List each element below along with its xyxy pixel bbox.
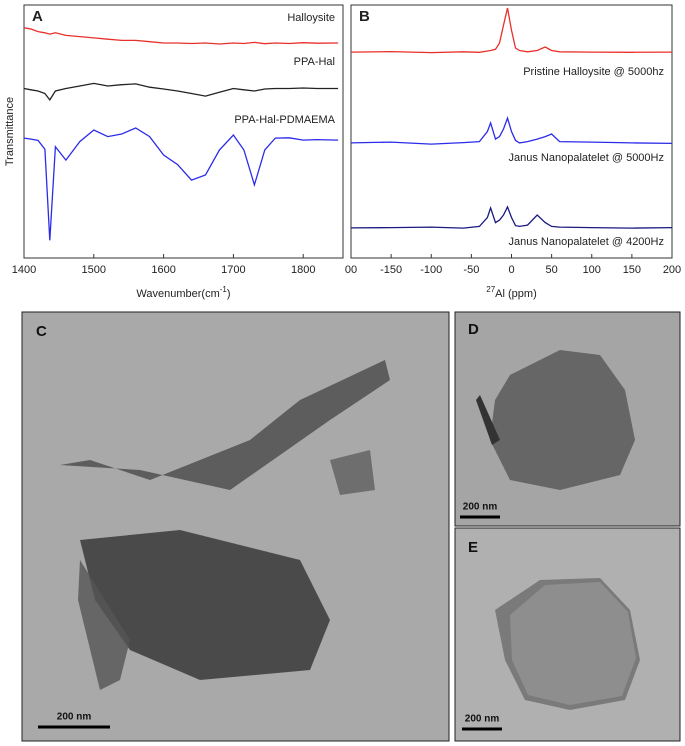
series-label: Pristine Halloysite @ 5000hz <box>523 66 664 78</box>
particle <box>60 360 390 490</box>
x-axis-label-part: -1 <box>220 285 228 294</box>
scale-bar-label: 200 nm <box>463 502 498 513</box>
x-axis-label-part: Wavenumber(cm <box>136 288 219 300</box>
x-tick-label: 100 <box>583 264 601 276</box>
x-tick-label: 150 <box>623 264 641 276</box>
spectrum-line <box>350 205 673 229</box>
particle <box>476 395 500 445</box>
x-axis-label-part: Al (ppm) <box>495 288 537 300</box>
spectrum-line <box>350 116 673 145</box>
panel-label: B <box>359 8 370 25</box>
spectrum-line <box>23 27 339 45</box>
spectrum-line <box>350 7 673 54</box>
x-tick-label: 200 <box>663 264 681 276</box>
scale-bar-label: 200 nm <box>57 712 92 723</box>
panel-label: E <box>468 539 478 556</box>
panel-label: D <box>468 321 479 338</box>
x-tick-label: -150 <box>380 264 402 276</box>
particle <box>80 530 330 680</box>
y-axis-label: Transmittance <box>4 97 16 166</box>
series-label: PPA-Hal-PDMAEMA <box>234 114 335 126</box>
x-tick-label: 1600 <box>151 264 175 276</box>
particle <box>78 560 130 690</box>
x-axis-label: 27Al (ppm) <box>486 285 536 300</box>
series-label: Halloysite <box>287 12 335 24</box>
spectrum-line <box>23 82 339 102</box>
tem-panel-e: E 200 nm <box>454 527 681 742</box>
series-label: Janus Nanopalatelet @ 4200Hz <box>509 236 665 248</box>
x-tick-label: -100 <box>420 264 442 276</box>
particle <box>490 350 635 490</box>
particle <box>510 582 636 705</box>
x-tick-label: 00 <box>345 264 357 276</box>
x-tick-label: 1500 <box>82 264 106 276</box>
x-axis-label: Wavenumber(cm-1) <box>136 285 230 300</box>
panel-label: A <box>32 8 43 25</box>
x-tick-label: 1800 <box>291 264 315 276</box>
x-tick-label: -50 <box>463 264 479 276</box>
x-tick-label: 1700 <box>221 264 245 276</box>
x-tick-label: 0 <box>508 264 514 276</box>
x-axis-label-part: 27 <box>486 285 495 294</box>
spectrum-line <box>23 127 339 241</box>
series-label: PPA-Hal <box>294 56 335 68</box>
scale-bar-label: 200 nm <box>465 714 500 725</box>
x-axis-label-part: ) <box>227 288 231 300</box>
series-label: Janus Nanopalatelet @ 5000Hz <box>509 152 665 164</box>
tem-panel-d: D 200 nm <box>454 311 681 527</box>
plot-frame <box>23 4 344 259</box>
panel-label: C <box>36 323 47 340</box>
tem-panel-c: C 200 nm <box>21 311 450 742</box>
particle <box>330 450 375 495</box>
x-tick-label: 50 <box>546 264 558 276</box>
x-tick-label: 1400 <box>12 264 36 276</box>
